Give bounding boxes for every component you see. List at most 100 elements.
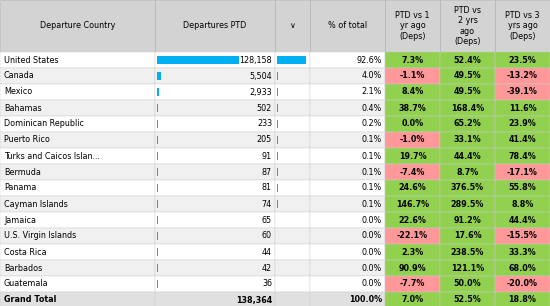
- FancyBboxPatch shape: [0, 68, 155, 84]
- Text: 24.6%: 24.6%: [399, 184, 426, 192]
- FancyBboxPatch shape: [495, 148, 550, 164]
- FancyBboxPatch shape: [0, 52, 155, 68]
- FancyBboxPatch shape: [155, 132, 275, 148]
- FancyBboxPatch shape: [495, 0, 550, 52]
- FancyBboxPatch shape: [0, 196, 155, 212]
- FancyBboxPatch shape: [440, 196, 495, 212]
- FancyBboxPatch shape: [310, 116, 385, 132]
- FancyBboxPatch shape: [495, 276, 550, 292]
- FancyBboxPatch shape: [440, 148, 495, 164]
- FancyBboxPatch shape: [440, 212, 495, 228]
- Text: 50.0%: 50.0%: [454, 279, 481, 289]
- Text: Guatemala: Guatemala: [4, 279, 48, 289]
- FancyBboxPatch shape: [155, 84, 275, 100]
- FancyBboxPatch shape: [275, 164, 310, 180]
- FancyBboxPatch shape: [277, 152, 278, 160]
- FancyBboxPatch shape: [495, 212, 550, 228]
- Text: 0.1%: 0.1%: [362, 200, 382, 208]
- Text: 8.4%: 8.4%: [402, 88, 424, 96]
- FancyBboxPatch shape: [277, 120, 278, 128]
- Text: Mexico: Mexico: [4, 88, 32, 96]
- Text: Barbados: Barbados: [4, 263, 42, 273]
- FancyBboxPatch shape: [495, 68, 550, 84]
- FancyBboxPatch shape: [275, 228, 310, 244]
- Text: 0.1%: 0.1%: [362, 184, 382, 192]
- FancyBboxPatch shape: [440, 0, 495, 52]
- Text: 8.8%: 8.8%: [512, 200, 534, 208]
- FancyBboxPatch shape: [495, 52, 550, 68]
- Text: 4.0%: 4.0%: [362, 72, 382, 80]
- FancyBboxPatch shape: [275, 84, 310, 100]
- FancyBboxPatch shape: [155, 100, 275, 116]
- FancyBboxPatch shape: [440, 260, 495, 276]
- FancyBboxPatch shape: [385, 0, 440, 52]
- FancyBboxPatch shape: [0, 148, 155, 164]
- FancyBboxPatch shape: [495, 196, 550, 212]
- FancyBboxPatch shape: [385, 132, 440, 148]
- FancyBboxPatch shape: [157, 56, 239, 64]
- Text: Turks and Caicos Islan...: Turks and Caicos Islan...: [4, 151, 100, 161]
- FancyBboxPatch shape: [440, 100, 495, 116]
- FancyBboxPatch shape: [495, 164, 550, 180]
- Text: 90.9%: 90.9%: [399, 263, 426, 273]
- FancyBboxPatch shape: [155, 116, 275, 132]
- Text: PTD vs
2 yrs
ago
(Deps): PTD vs 2 yrs ago (Deps): [454, 6, 481, 46]
- FancyBboxPatch shape: [310, 164, 385, 180]
- FancyBboxPatch shape: [495, 84, 550, 100]
- FancyBboxPatch shape: [440, 228, 495, 244]
- Text: Costa Rica: Costa Rica: [4, 248, 47, 256]
- FancyBboxPatch shape: [0, 180, 155, 196]
- FancyBboxPatch shape: [277, 168, 278, 176]
- Text: 87: 87: [262, 167, 272, 177]
- FancyBboxPatch shape: [310, 52, 385, 68]
- FancyBboxPatch shape: [0, 100, 155, 116]
- Text: 55.8%: 55.8%: [509, 184, 536, 192]
- FancyBboxPatch shape: [0, 116, 155, 132]
- FancyBboxPatch shape: [385, 52, 440, 68]
- Text: % of total: % of total: [328, 21, 367, 31]
- FancyBboxPatch shape: [440, 116, 495, 132]
- FancyBboxPatch shape: [385, 212, 440, 228]
- FancyBboxPatch shape: [385, 100, 440, 116]
- FancyBboxPatch shape: [0, 228, 155, 244]
- Text: Departures PTD: Departures PTD: [183, 21, 246, 31]
- FancyBboxPatch shape: [310, 260, 385, 276]
- FancyBboxPatch shape: [157, 216, 158, 224]
- FancyBboxPatch shape: [275, 100, 310, 116]
- Text: 33.3%: 33.3%: [509, 248, 536, 256]
- FancyBboxPatch shape: [385, 180, 440, 196]
- Text: 0.0%: 0.0%: [362, 279, 382, 289]
- FancyBboxPatch shape: [385, 68, 440, 84]
- Text: 8.7%: 8.7%: [456, 167, 478, 177]
- Text: 0.1%: 0.1%: [362, 136, 382, 144]
- FancyBboxPatch shape: [157, 264, 158, 272]
- FancyBboxPatch shape: [310, 84, 385, 100]
- FancyBboxPatch shape: [275, 68, 310, 84]
- FancyBboxPatch shape: [157, 72, 161, 80]
- Text: 0.0%: 0.0%: [362, 232, 382, 241]
- FancyBboxPatch shape: [275, 132, 310, 148]
- Text: -1.0%: -1.0%: [400, 136, 425, 144]
- Text: PTD vs 1
yr ago
(Deps): PTD vs 1 yr ago (Deps): [395, 11, 430, 41]
- Text: 7.0%: 7.0%: [402, 296, 424, 304]
- FancyBboxPatch shape: [385, 276, 440, 292]
- Text: Departure Country: Departure Country: [40, 21, 115, 31]
- Text: 121.1%: 121.1%: [451, 263, 484, 273]
- FancyBboxPatch shape: [275, 0, 310, 52]
- Text: Canada: Canada: [4, 72, 35, 80]
- FancyBboxPatch shape: [310, 132, 385, 148]
- Text: 44: 44: [262, 248, 272, 256]
- FancyBboxPatch shape: [157, 232, 158, 240]
- FancyBboxPatch shape: [440, 132, 495, 148]
- Text: 41.4%: 41.4%: [509, 136, 536, 144]
- FancyBboxPatch shape: [277, 104, 278, 112]
- Text: -20.0%: -20.0%: [507, 279, 538, 289]
- FancyBboxPatch shape: [155, 164, 275, 180]
- FancyBboxPatch shape: [495, 260, 550, 276]
- FancyBboxPatch shape: [385, 116, 440, 132]
- Text: 0.0%: 0.0%: [402, 120, 424, 129]
- Text: 33.1%: 33.1%: [454, 136, 481, 144]
- FancyBboxPatch shape: [277, 184, 278, 192]
- Text: 5,504: 5,504: [249, 72, 272, 80]
- FancyBboxPatch shape: [277, 88, 278, 96]
